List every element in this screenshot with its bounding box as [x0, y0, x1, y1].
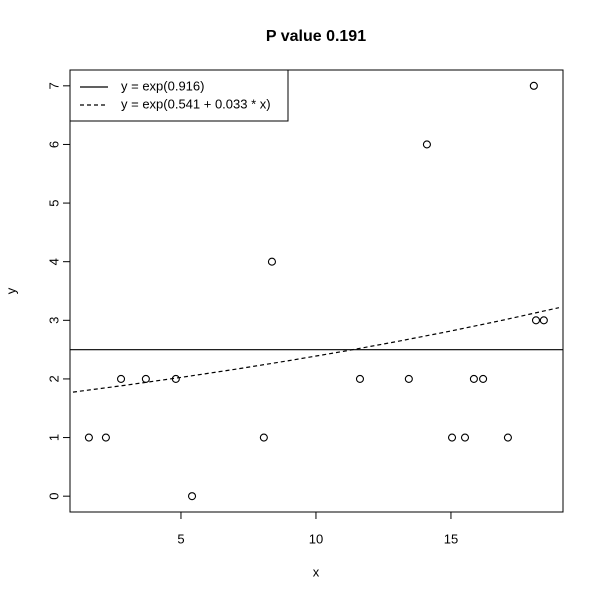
y-tick-label: 5: [46, 199, 61, 206]
data-point: [141, 374, 150, 383]
data-point: [531, 316, 541, 325]
data-point: [267, 257, 277, 266]
data-point: [529, 81, 538, 90]
legend: y = exp(0.916) y = exp(0.541 + 0.033 * x): [69, 69, 289, 122]
legend-label: y = exp(0.916): [121, 78, 204, 93]
y-tick-label: 7: [46, 82, 61, 89]
chart-title: P value 0.191: [266, 28, 366, 45]
y-axis-label: y: [3, 287, 18, 294]
data-point: [539, 316, 548, 325]
fit-line: [72, 307, 560, 393]
data-point: [447, 433, 457, 442]
data-point: [84, 433, 93, 442]
legend-label: y = exp(0.541 + 0.033 * x): [121, 96, 271, 111]
data-point: [460, 433, 470, 442]
y-tick-label: 2: [46, 375, 61, 382]
data-point: [187, 492, 197, 501]
plot-area: [70, 81, 563, 501]
y-tick-label: 4: [46, 258, 61, 265]
y-tick-label: 1: [46, 434, 61, 441]
legend-box: [69, 69, 289, 122]
data-point: [116, 374, 126, 383]
data-point: [355, 374, 365, 383]
data-point: [479, 374, 488, 383]
x-axis-label: x: [313, 564, 320, 579]
x-tick-label: 5: [177, 531, 184, 546]
y-tick-label: 6: [46, 141, 61, 148]
data-point: [469, 374, 478, 383]
data-point: [101, 433, 110, 442]
data-point: [259, 433, 268, 442]
data-point: [171, 374, 180, 383]
data-point: [404, 374, 413, 383]
x-tick-label: 15: [444, 531, 458, 546]
plot-frame: [69, 69, 564, 513]
data-point: [422, 140, 431, 149]
data-point: [503, 433, 512, 442]
y-tick-label: 3: [46, 317, 61, 324]
y-tick-label: 0: [46, 493, 61, 500]
x-tick-label: 10: [309, 531, 323, 546]
